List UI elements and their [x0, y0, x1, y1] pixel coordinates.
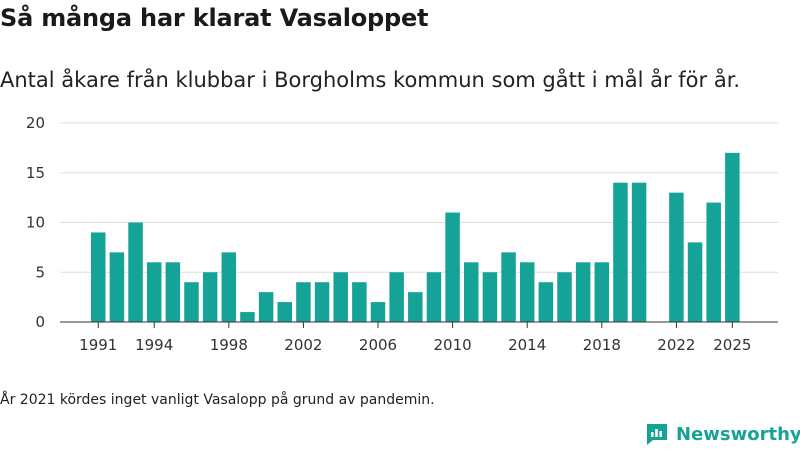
x-tick-label: 1994 — [135, 336, 173, 354]
x-tick-label: 2014 — [508, 336, 546, 354]
bar-2000 — [258, 292, 274, 322]
bar-1994 — [146, 262, 162, 322]
bar-2016 — [557, 272, 572, 322]
footnote: År 2021 kördes inget vanligt Vasalopp på… — [0, 392, 435, 408]
x-tick-label: 2002 — [284, 336, 322, 354]
bar-2004 — [333, 272, 348, 322]
y-axis-ticks: 0 5 10 15 20 — [26, 114, 45, 331]
bar-1996 — [184, 282, 199, 322]
bar-2008 — [408, 292, 423, 322]
bar-2025 — [725, 152, 740, 322]
x-tick-label: 1991 — [79, 336, 117, 354]
bar-2009 — [426, 272, 442, 322]
bar-2006 — [370, 302, 386, 322]
bar-2023 — [687, 242, 703, 322]
bar-chart: 0 5 10 15 20 1991 1994 1998 2002 2006 2010 2014 201… — [26, 114, 778, 354]
bar-2015 — [538, 282, 554, 322]
newsworthy-logo-icon — [647, 424, 667, 445]
bar-2002 — [296, 282, 311, 322]
bar-2014 — [519, 262, 535, 322]
bar-1998 — [221, 252, 237, 322]
bar-2024 — [706, 202, 721, 322]
y-tick-label: 10 — [26, 214, 45, 232]
bar-2017 — [575, 262, 591, 322]
bar-2011 — [464, 262, 479, 322]
bar-2018 — [594, 262, 610, 322]
bar-1997 — [202, 272, 218, 322]
x-tick-label: 1998 — [210, 336, 248, 354]
x-tick-label: 2018 — [583, 336, 621, 354]
bar-2022 — [669, 192, 684, 322]
bar-2001 — [277, 302, 292, 322]
x-tick-label: 2025 — [713, 336, 751, 354]
y-tick-label: 15 — [26, 164, 45, 182]
x-tick-label: 2006 — [359, 336, 397, 354]
bars — [91, 152, 740, 322]
y-tick-label: 0 — [35, 313, 45, 331]
bar-2005 — [352, 282, 367, 322]
x-axis-ticks: 1991 1994 1998 2002 2006 2010 2014 2018 2022 2025 — [79, 322, 751, 354]
bar-2010 — [445, 212, 460, 322]
bar-2003 — [314, 282, 330, 322]
chart-title: Så många har klarat Vasaloppet — [0, 4, 429, 32]
bar-2020 — [631, 182, 647, 322]
bar-2012 — [482, 272, 498, 322]
x-tick-label: 2010 — [434, 336, 472, 354]
x-tick-label: 2022 — [657, 336, 695, 354]
y-tick-label: 20 — [26, 114, 45, 132]
chart-subtitle: Antal åkare från klubbar i Borgholms kom… — [0, 68, 741, 92]
brand-logo: Newsworthy — [644, 421, 800, 447]
bar-2007 — [389, 272, 404, 322]
bar-2019 — [613, 182, 628, 322]
bar-1993 — [128, 222, 143, 322]
brand-name: Newsworthy — [676, 423, 800, 445]
y-tick-label: 5 — [35, 263, 45, 281]
bar-1991 — [91, 232, 106, 322]
bar-1992 — [109, 252, 125, 322]
bar-1995 — [165, 262, 181, 322]
bar-1999 — [240, 312, 255, 322]
bar-2013 — [501, 252, 516, 322]
